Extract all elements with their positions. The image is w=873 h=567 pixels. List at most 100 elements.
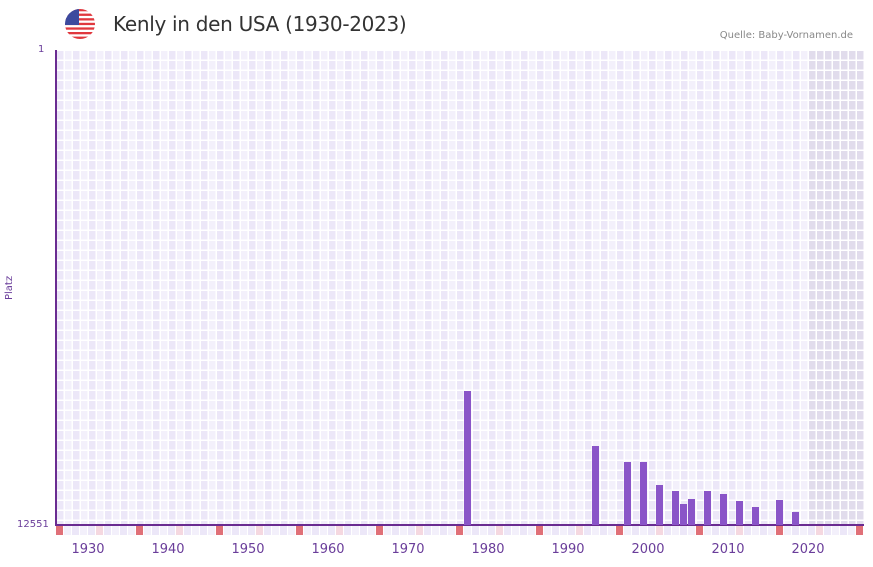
year-marker [120,526,127,535]
bar-1995[interactable] [592,446,599,525]
year-marker [352,526,359,535]
year-marker [112,526,119,535]
year-marker [464,526,471,535]
year-marker [80,526,87,535]
bar-2020[interactable] [792,511,799,525]
year-marker [576,526,583,535]
year-marker [368,526,375,535]
plot-area [57,51,864,525]
x-tick-label: 1940 [151,542,185,557]
year-marker [272,526,279,535]
year-marker [160,526,167,535]
year-marker [624,526,631,535]
year-marker [96,526,103,535]
year-marker [280,526,287,535]
bar-2015[interactable] [752,506,759,525]
year-marker [568,526,575,535]
year-marker [704,526,711,535]
year-marker [520,526,527,535]
year-marker [496,526,503,535]
year-marker [128,526,135,535]
year-marker [752,526,759,535]
year-marker [424,526,431,535]
year-marker [400,526,407,535]
year-marker [712,526,719,535]
chart-title: Kenly in den USA (1930-2023) [113,12,407,36]
x-tick-label: 1960 [311,542,345,557]
year-marker [392,526,399,535]
year-marker [408,526,415,535]
year-marker [784,526,791,535]
y-axis-title: Platz [4,275,15,300]
x-tick-label: 2020 [791,542,825,557]
year-marker [336,526,343,535]
x-tick-label: 1980 [471,542,505,557]
bar-2006[interactable] [680,503,687,525]
year-marker [504,526,511,535]
year-marker [728,526,735,535]
year-marker [608,526,615,535]
year-marker [344,526,351,535]
year-marker [256,526,263,535]
year-marker [168,526,175,535]
y-axis-line [55,50,57,526]
year-marker [448,526,455,535]
year-marker [544,526,551,535]
year-marker [816,526,823,535]
year-marker [144,526,151,535]
year-marker [304,526,311,535]
year-marker [64,526,71,535]
year-marker [360,526,367,535]
year-marker [288,526,295,535]
year-marker [320,526,327,535]
source-credit: Quelle: Baby-Vornamen.de [719,30,853,41]
year-marker [824,526,831,535]
year-marker [832,526,839,535]
year-marker [680,526,687,535]
year-marker [600,526,607,535]
year-marker [152,526,159,535]
y-tick-top: 1 [38,44,45,55]
year-marker [720,526,727,535]
year-marker [656,526,663,535]
bar-1979[interactable] [464,390,471,525]
year-marker [840,526,847,535]
year-marker [584,526,591,535]
year-marker [536,526,543,535]
bar-2003[interactable] [656,484,663,525]
year-marker [384,526,391,535]
year-marker [856,526,863,535]
year-marker [792,526,799,535]
year-marker [216,526,223,535]
x-tick-label: 1990 [551,542,585,557]
year-marker [648,526,655,535]
x-tick-label: 1950 [231,542,265,557]
year-marker [512,526,519,535]
bar-1999[interactable] [624,461,631,525]
year-marker [440,526,447,535]
year-marker [296,526,303,535]
us-flag-icon [65,9,95,39]
year-marker [640,526,647,535]
year-marker [528,526,535,535]
bar-2001[interactable] [640,461,647,525]
bar-2018[interactable] [776,499,783,525]
year-marker [552,526,559,535]
year-marker [136,526,143,535]
bar-2007[interactable] [688,498,695,525]
year-marker [224,526,231,535]
year-marker [768,526,775,535]
year-marker [800,526,807,535]
year-marker [688,526,695,535]
bar-2013[interactable] [736,501,743,525]
year-marker [328,526,335,535]
bar-2011[interactable] [720,494,727,525]
bar-2005[interactable] [672,490,679,525]
year-marker [72,526,79,535]
bar-2009[interactable] [704,490,711,525]
year-marker [248,526,255,535]
year-marker [776,526,783,535]
year-marker [744,526,751,535]
x-tick-label: 2010 [711,542,745,557]
year-marker [56,526,63,535]
